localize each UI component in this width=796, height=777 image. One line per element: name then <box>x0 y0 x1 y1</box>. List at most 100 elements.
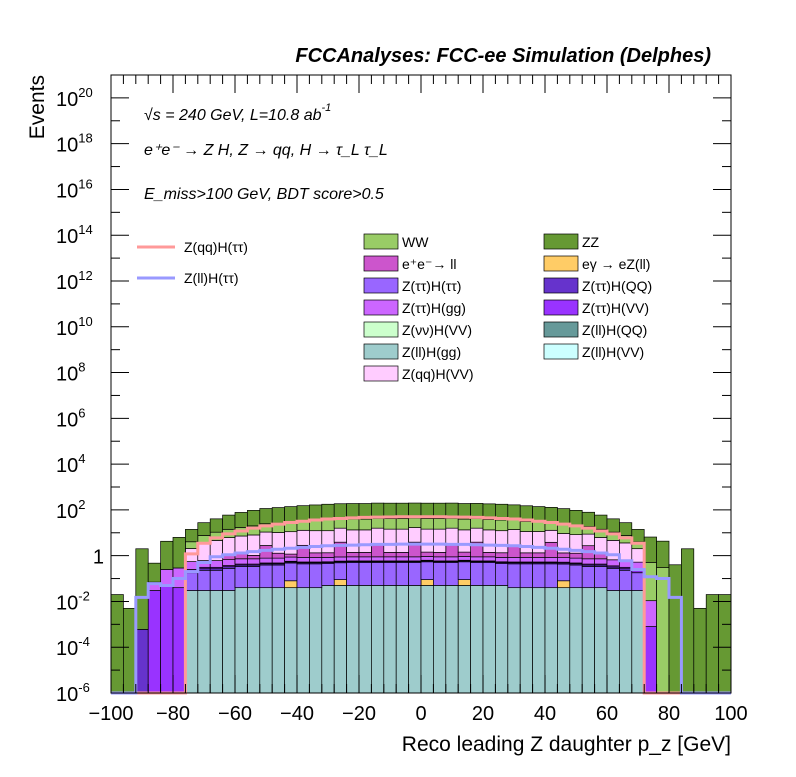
y-tick-exponent: 20 <box>78 85 92 100</box>
y-tick-base: 10 <box>56 501 78 523</box>
legend-label: Z(ττ)H(ττ) <box>402 278 461 294</box>
bar <box>557 553 569 558</box>
bar <box>657 541 669 567</box>
y-tick-base: 10 <box>56 455 78 477</box>
bar <box>384 529 396 552</box>
bar <box>520 532 532 553</box>
bar <box>235 566 247 587</box>
bar <box>334 580 346 586</box>
bar <box>359 530 371 553</box>
bar <box>334 528 346 542</box>
bar <box>161 541 173 569</box>
bar <box>260 565 272 588</box>
legend-swatch <box>544 322 578 337</box>
bar <box>260 588 272 693</box>
legend-swatch <box>364 256 398 271</box>
bar <box>545 542 557 557</box>
bar <box>371 518 383 528</box>
y-tick-base: 10 <box>56 135 78 157</box>
bar <box>371 528 383 545</box>
bar <box>595 588 607 693</box>
bar <box>371 585 383 693</box>
bar <box>483 552 495 556</box>
bar <box>446 585 458 693</box>
x-tick-label: 40 <box>534 703 556 725</box>
bar <box>619 570 631 590</box>
y-tick-base: 10 <box>56 684 78 706</box>
bar <box>582 534 594 546</box>
bar <box>359 557 371 561</box>
bar <box>657 568 669 693</box>
legend-label: Z(νν)H(VV) <box>402 322 472 338</box>
bar <box>557 524 569 533</box>
bar <box>272 553 284 558</box>
legend-swatch <box>364 234 398 249</box>
bar <box>508 520 520 529</box>
bar <box>285 507 297 523</box>
legend-label: eγ → eZ(ll) <box>582 256 650 272</box>
bar <box>421 562 433 580</box>
y-tick-exponent: 14 <box>78 222 92 237</box>
bar <box>136 549 148 630</box>
bar <box>570 553 582 558</box>
bar <box>322 531 334 553</box>
bar <box>483 519 495 529</box>
bar <box>471 557 483 561</box>
bar <box>198 570 210 590</box>
y-tick-exponent: 2 <box>78 497 85 512</box>
bar <box>446 518 458 528</box>
bar <box>396 519 408 530</box>
bar <box>520 521 532 531</box>
y-tick-exponent: 16 <box>78 176 92 191</box>
bar <box>421 552 433 556</box>
x-tick-label: −20 <box>342 703 376 725</box>
bar <box>334 563 346 580</box>
bar <box>260 532 272 545</box>
bar <box>433 563 445 586</box>
bar <box>421 580 433 586</box>
bar <box>247 510 259 525</box>
bar <box>198 523 210 536</box>
bar <box>446 557 458 561</box>
bar <box>607 540 619 559</box>
bar <box>384 563 396 586</box>
bar <box>632 591 644 693</box>
bar <box>260 558 272 563</box>
bar <box>309 553 321 558</box>
legend-label: ZZ <box>582 234 600 250</box>
bar <box>334 519 346 528</box>
y-tick-exponent: 12 <box>78 268 92 283</box>
bar <box>433 557 445 561</box>
bar <box>136 629 148 693</box>
bar <box>632 573 644 591</box>
bar <box>223 560 235 566</box>
x-tick-label: −40 <box>280 703 314 725</box>
x-tick-label: −80 <box>156 703 190 725</box>
bar <box>471 528 483 542</box>
bar <box>161 569 173 585</box>
bar <box>570 510 582 525</box>
bar <box>272 588 284 693</box>
y-tick-base: 10 <box>56 318 78 340</box>
bar <box>235 588 247 693</box>
bar <box>173 588 185 693</box>
bar <box>347 557 359 561</box>
y-tick-exponent: 18 <box>78 131 92 146</box>
bar <box>582 559 594 564</box>
legend-label: e⁺e⁻→ ll <box>402 256 456 272</box>
selection-annotation: E_miss>100 GeV, BDT score>0.5 <box>144 186 384 203</box>
bar <box>520 588 532 693</box>
process-annotation: e⁺e⁻ → Z H, Z → qq, H → τ_L τ_L <box>144 142 388 159</box>
bar <box>285 563 297 581</box>
bar <box>185 573 197 591</box>
legend-swatch <box>364 366 398 381</box>
bar <box>706 595 718 693</box>
bar <box>619 523 631 536</box>
bar <box>495 564 507 586</box>
legend-label: Z(ττ)H(gg) <box>402 300 466 316</box>
bar <box>198 543 210 561</box>
bar <box>347 552 359 556</box>
y-tick-exponent: 6 <box>78 405 85 420</box>
y-tick-exponent: -6 <box>78 680 90 695</box>
bar <box>508 530 520 546</box>
